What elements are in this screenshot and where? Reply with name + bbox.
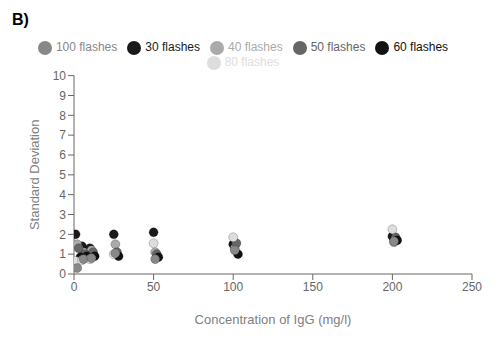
svg-text:8: 8 [59,109,66,123]
svg-text:6: 6 [59,148,66,162]
svg-text:250: 250 [462,280,482,294]
html-text:B): B) [12,11,29,28]
html-text:30 flashes: 30 flashes [145,40,200,54]
svg-text:Concentration of IgG (mg/l): Concentration of IgG (mg/l) [195,312,352,327]
svg-text:200: 200 [382,280,402,294]
html-text:50 flashes: 50 flashes [310,40,366,54]
html-text:80 flashes: 80 flashes [224,54,280,69]
svg-text:3: 3 [59,208,66,222]
svg-text:4: 4 [59,188,66,202]
svg-text:0: 0 [59,267,66,281]
svg-text:100: 100 [223,280,243,294]
html-text:40 flashes: 40 flashes [228,40,283,54]
svg-text:0: 0 [71,280,78,294]
svg-text:1: 1 [59,247,66,261]
svg-text:50: 50 [147,280,161,294]
svg-text:9: 9 [59,89,66,103]
svg-text:Standard Deviation: Standard Deviation [27,120,42,231]
html-text:100 flashes: 100 flashes [55,40,118,54]
html-text:60 flashes: 60 flashes [393,40,449,54]
svg-text:5: 5 [59,168,66,182]
svg-text:150: 150 [303,280,323,294]
svg-text:7: 7 [59,128,66,142]
svg-text:10: 10 [53,69,67,83]
svg-text:2: 2 [59,228,66,242]
